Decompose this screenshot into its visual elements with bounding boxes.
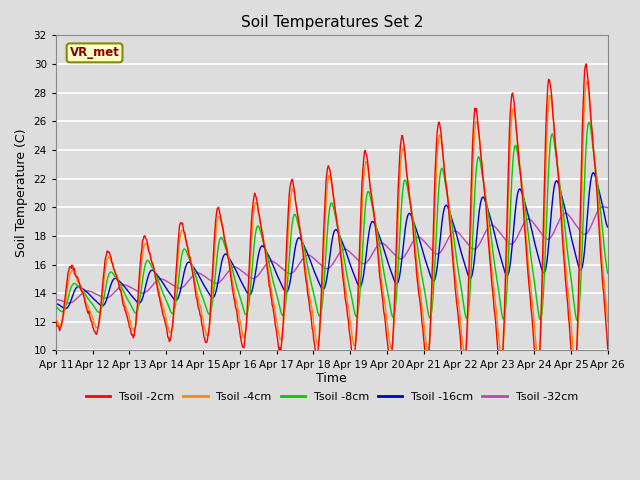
Tsoil -16cm bbox=[604, 224, 612, 230]
Tsoil -8cm bbox=[52, 304, 60, 310]
Tsoil -32cm bbox=[120, 282, 127, 288]
Y-axis label: Soil Temperature (C): Soil Temperature (C) bbox=[15, 129, 28, 257]
X-axis label: Time: Time bbox=[316, 372, 347, 385]
Tsoil -2cm bbox=[119, 299, 127, 304]
Tsoil -16cm bbox=[416, 237, 424, 243]
Tsoil -32cm bbox=[205, 276, 212, 282]
Tsoil -16cm bbox=[61, 306, 69, 312]
Tsoil -2cm bbox=[571, 375, 579, 381]
Line: Tsoil -2cm: Tsoil -2cm bbox=[56, 64, 608, 378]
Tsoil -2cm bbox=[399, 134, 406, 140]
Tsoil -2cm bbox=[62, 289, 70, 295]
Tsoil -32cm bbox=[52, 297, 60, 302]
Line: Tsoil -8cm: Tsoil -8cm bbox=[56, 122, 608, 321]
Tsoil -32cm bbox=[416, 234, 424, 240]
Tsoil -2cm bbox=[604, 346, 612, 352]
Tsoil -8cm bbox=[573, 318, 581, 324]
Tsoil -2cm bbox=[175, 233, 182, 239]
Tsoil -8cm bbox=[62, 303, 70, 309]
Line: Tsoil -16cm: Tsoil -16cm bbox=[56, 173, 608, 309]
Tsoil -4cm bbox=[399, 145, 406, 151]
Tsoil -4cm bbox=[119, 294, 127, 300]
Tsoil -16cm bbox=[205, 290, 212, 296]
Text: VR_met: VR_met bbox=[70, 47, 120, 60]
Tsoil -4cm bbox=[583, 78, 591, 84]
Line: Tsoil -32cm: Tsoil -32cm bbox=[56, 207, 608, 303]
Tsoil -32cm bbox=[604, 204, 612, 210]
Tsoil -4cm bbox=[204, 332, 212, 337]
Tsoil -16cm bbox=[120, 282, 127, 288]
Tsoil -16cm bbox=[63, 305, 70, 311]
Tsoil -32cm bbox=[400, 254, 408, 260]
Tsoil -4cm bbox=[604, 319, 612, 325]
Tsoil -32cm bbox=[65, 300, 73, 306]
Tsoil -16cm bbox=[175, 291, 183, 297]
Tsoil -16cm bbox=[52, 301, 60, 307]
Tsoil -8cm bbox=[415, 254, 422, 260]
Tsoil -4cm bbox=[62, 298, 70, 303]
Tsoil -2cm bbox=[204, 334, 212, 340]
Tsoil -16cm bbox=[400, 241, 408, 247]
Tsoil -4cm bbox=[572, 360, 579, 366]
Tsoil -8cm bbox=[119, 287, 127, 292]
Tsoil -2cm bbox=[582, 61, 590, 67]
Tsoil -2cm bbox=[415, 292, 422, 298]
Tsoil -8cm bbox=[175, 276, 182, 282]
Tsoil -8cm bbox=[399, 188, 406, 193]
Tsoil -4cm bbox=[52, 315, 60, 321]
Tsoil -8cm bbox=[586, 120, 593, 125]
Legend: Tsoil -2cm, Tsoil -4cm, Tsoil -8cm, Tsoil -16cm, Tsoil -32cm: Tsoil -2cm, Tsoil -4cm, Tsoil -8cm, Tsoi… bbox=[81, 387, 582, 407]
Line: Tsoil -4cm: Tsoil -4cm bbox=[56, 81, 608, 363]
Tsoil -8cm bbox=[204, 310, 212, 315]
Title: Soil Temperatures Set 2: Soil Temperatures Set 2 bbox=[241, 15, 423, 30]
Tsoil -8cm bbox=[604, 271, 612, 276]
Tsoil -4cm bbox=[175, 246, 182, 252]
Tsoil -16cm bbox=[589, 170, 597, 176]
Tsoil -32cm bbox=[599, 204, 607, 210]
Tsoil -2cm bbox=[52, 319, 60, 324]
Tsoil -32cm bbox=[62, 300, 70, 305]
Tsoil -32cm bbox=[175, 286, 183, 291]
Tsoil -4cm bbox=[415, 279, 422, 285]
